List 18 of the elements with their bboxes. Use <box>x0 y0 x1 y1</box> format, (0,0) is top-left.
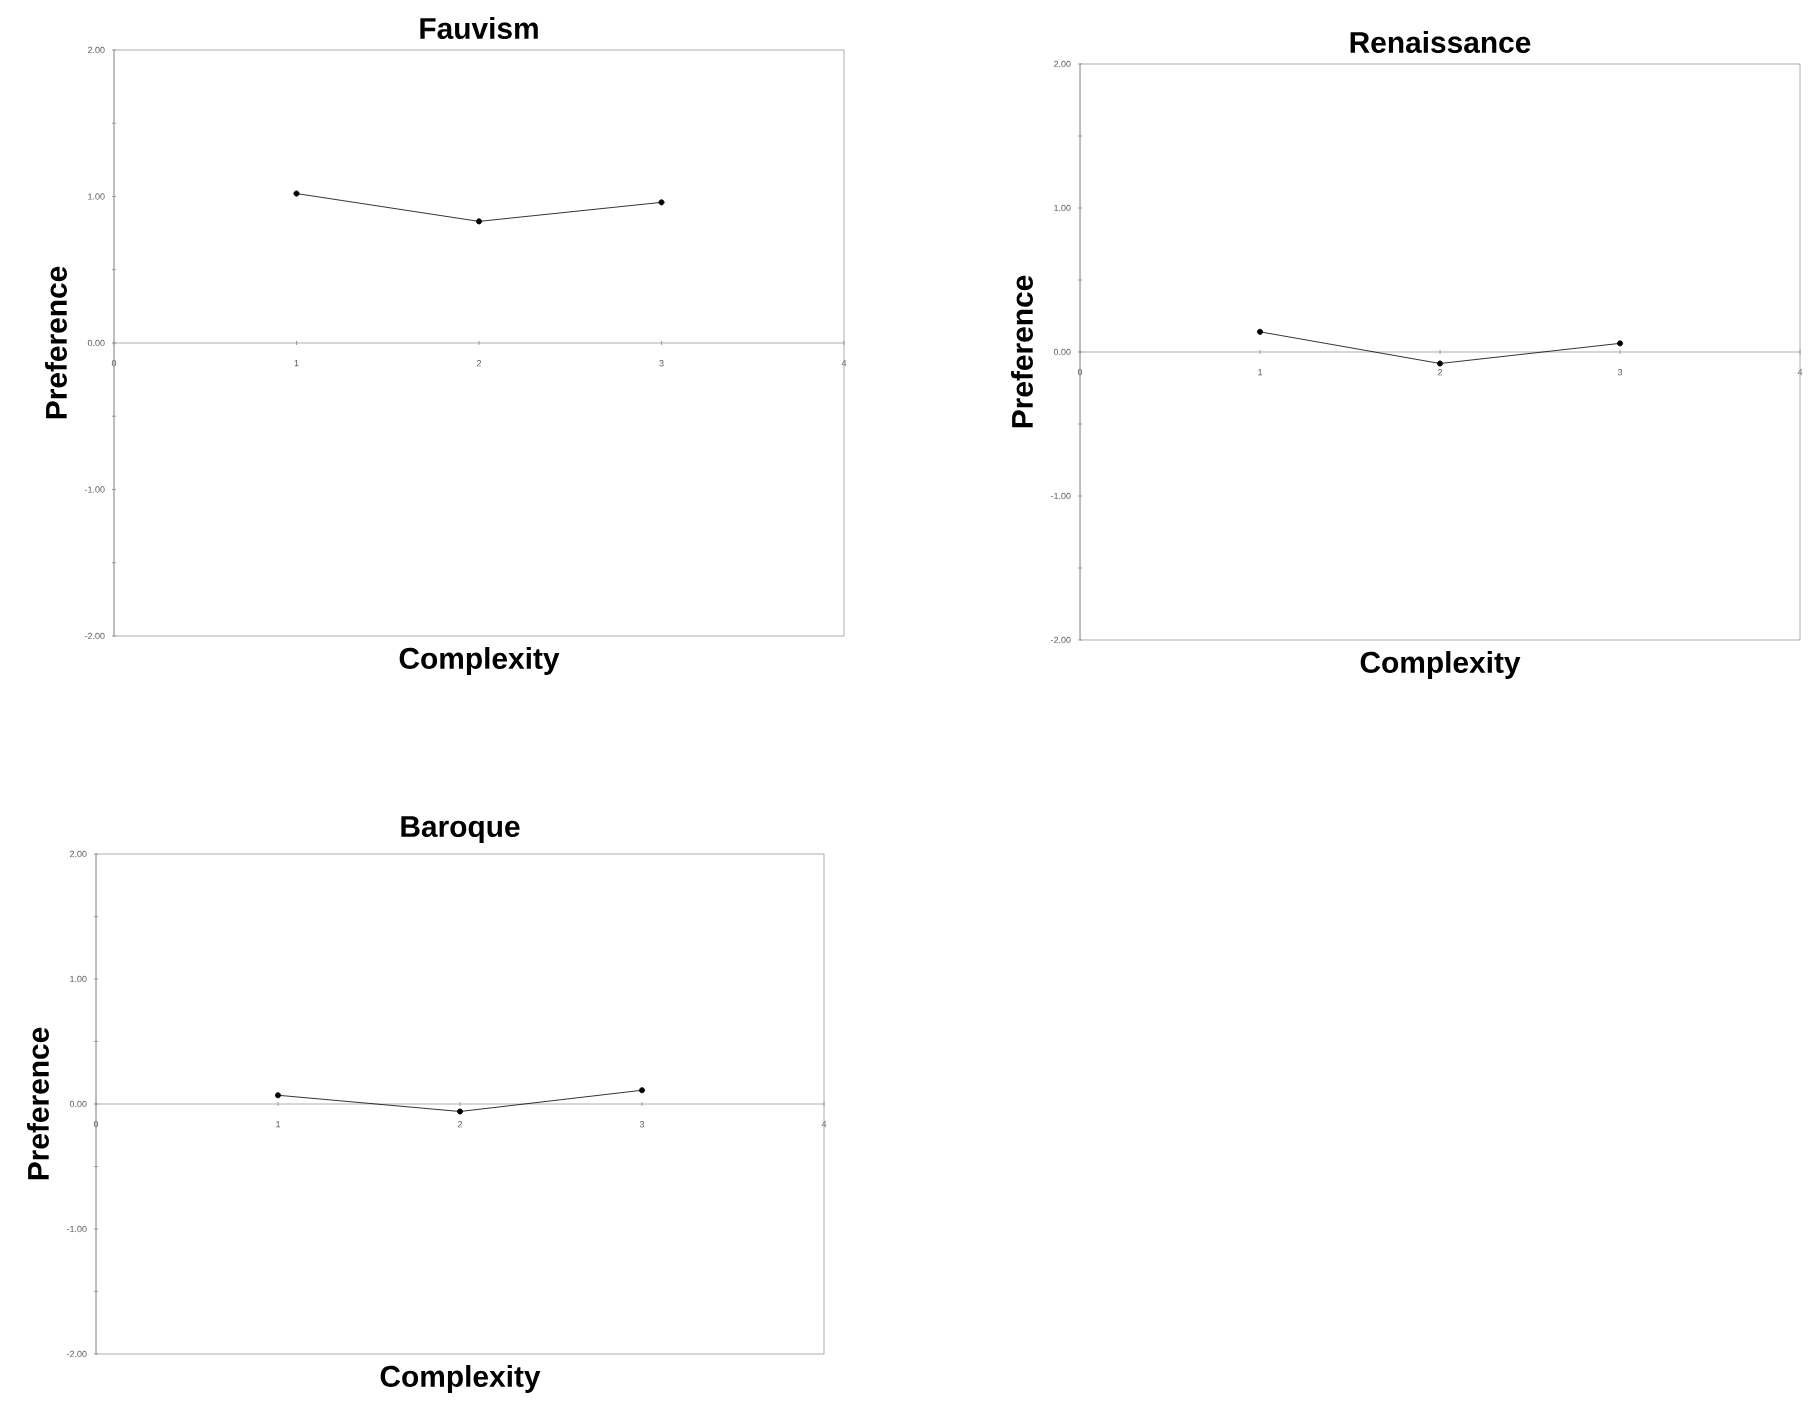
point <box>1617 340 1624 347</box>
point <box>1257 328 1264 335</box>
point <box>293 190 300 197</box>
chart-title: Renaissance <box>1350 31 1531 53</box>
y-axis-title: Preference <box>27 1027 49 1180</box>
point <box>275 1092 281 1099</box>
x-axis-title: Complexity <box>1360 651 1521 679</box>
point <box>457 1108 463 1115</box>
x-axis-title: Complexity <box>399 647 560 675</box>
point <box>639 1087 645 1094</box>
y-axis-title: Preference <box>1011 275 1033 428</box>
chart-title: Fauvism <box>420 17 538 39</box>
chart-title: Baroque <box>401 816 520 843</box>
point <box>658 199 665 206</box>
x-axis-title: Complexity <box>380 1365 541 1393</box>
point <box>1437 360 1444 367</box>
y-axis-title: Preference <box>45 266 67 419</box>
point <box>476 218 482 225</box>
